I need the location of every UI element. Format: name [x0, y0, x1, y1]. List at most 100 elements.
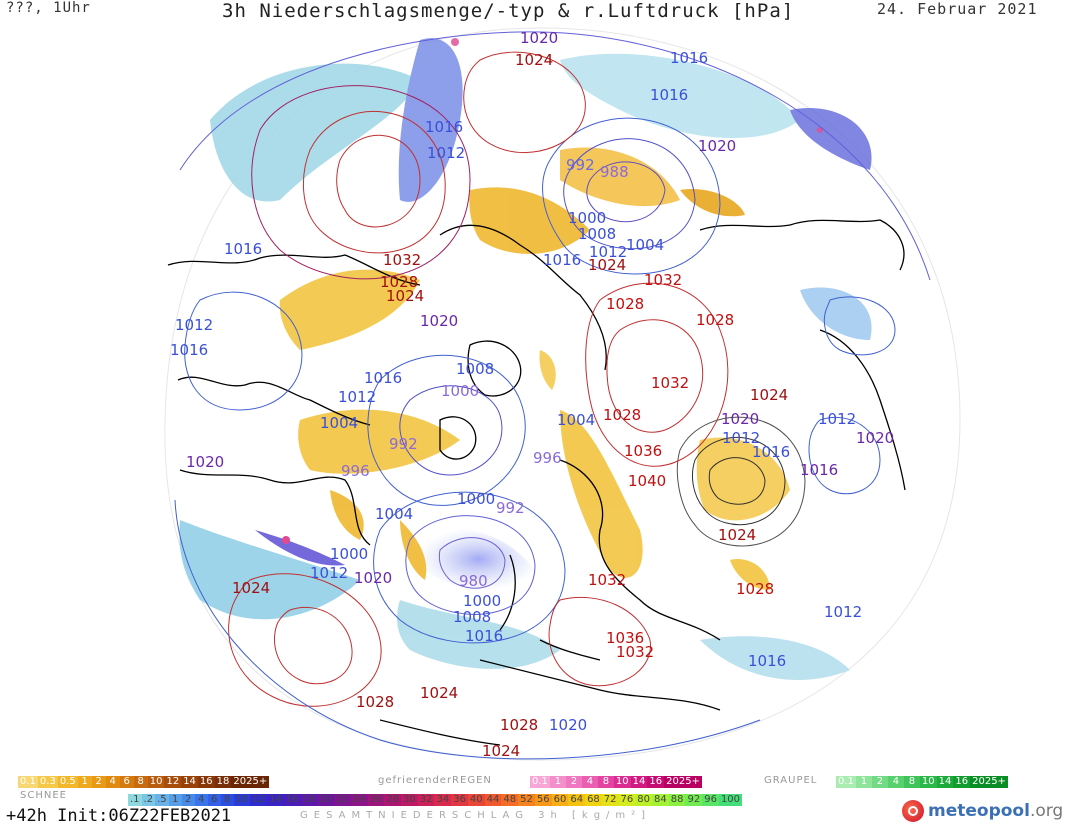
scale-cell: 28 [384, 794, 401, 806]
isobar-label: 1036 [606, 629, 644, 647]
total-precip-label: GESAMTNIEDERSCHLAG 3h [kg/m²] [300, 810, 652, 821]
isobar-label: 1008 [456, 360, 494, 378]
isobar-label: 1000 [457, 490, 495, 508]
isobar-label: 1028 [736, 580, 774, 598]
isobar-label: 1012 [310, 564, 348, 582]
isobar-label: 1012 [818, 410, 856, 428]
isobar-labels: 1020 1016 1024 1016 1016 1012 1020 992 9… [170, 29, 894, 760]
isobar-label: 1024 [515, 51, 553, 69]
isobar-label: 1016 [465, 627, 503, 645]
scale-cell: 52 [518, 794, 535, 806]
isobar-label: 1012 [722, 429, 760, 447]
isobar-label: 996 [533, 449, 562, 467]
isobar-label: 1028 [356, 693, 394, 711]
isobar-label: 1028 [380, 273, 418, 291]
scale-cell: 8 [220, 794, 234, 806]
header-location-time: ???, 1Uhr [6, 0, 91, 16]
isobar-label: 1024 [750, 386, 788, 404]
isobar-label: 1028 [603, 406, 641, 424]
scale-cell: 100 [718, 794, 743, 806]
scale-cell: 56 [534, 794, 552, 806]
isobar-label: 988 [600, 163, 629, 181]
isobar-label: 1024 [420, 684, 458, 702]
isobar-label: 992 [566, 156, 595, 174]
scale-cell: 0.3 [37, 776, 58, 788]
isobar-layer [174, 31, 931, 760]
scale-cell: 1 [855, 776, 872, 788]
scale-cell: 2025+ [970, 776, 1008, 788]
scale-cell: 16 [953, 776, 971, 788]
freezing-rain-scale: 0.1 1 2 4 8 10 14 16 2025+ [530, 776, 702, 788]
snow-label: SCHNEE [20, 790, 67, 801]
scale-cell: 0.1 [18, 776, 38, 788]
isobar-label: 1020 [856, 429, 894, 447]
scale-cell: 18 [214, 776, 232, 788]
scale-cell: 1 [168, 794, 182, 806]
isobar-label: 1012 [427, 144, 465, 162]
isobar-label: 1028 [500, 716, 538, 734]
isobar-label: 1016 [748, 652, 786, 670]
scale-cell: 44 [484, 794, 502, 806]
scale-cell: 4 [105, 776, 120, 788]
isobar-label: 1024 [588, 256, 626, 274]
scale-cell: 14 [181, 776, 198, 788]
scale-cell: 40 [467, 794, 485, 806]
isobar-label: 1016 [425, 118, 463, 136]
isobar-label: 1016 [224, 240, 262, 258]
scale-cell: 64 [568, 794, 586, 806]
scale-cell: 16 [647, 776, 665, 788]
freezing-rain-label: gefrierenderREGEN [378, 775, 492, 786]
scale-cell: 22 [334, 794, 351, 806]
scale-cell: 8 [903, 776, 920, 788]
scale-cell: 4 [194, 794, 208, 806]
scale-cell: 0.1 [836, 776, 856, 788]
isobar-label: 1016 [543, 251, 581, 269]
scale-cell: 60 [551, 794, 569, 806]
isobar-label: 1024 [482, 742, 520, 760]
scale-cell: 32 [417, 794, 435, 806]
isobar-label: 1028 [606, 295, 644, 313]
isobar-label: 1000 [463, 592, 501, 610]
isobar-label: 1020 [186, 453, 224, 471]
logo-main: meteopool [928, 801, 1030, 821]
scale-cell: 26 [367, 794, 385, 806]
scale-cell: 2 [565, 776, 582, 788]
isobar-label: 1016 [800, 461, 838, 479]
isobar-label: 1012 [338, 388, 376, 406]
scale-cell: 10 [147, 776, 165, 788]
scale-cell: 10 [233, 794, 251, 806]
scale-cell: 80 [635, 794, 652, 806]
map-title: 3h Niederschlagsmenge/-typ & r.Luftdruck… [222, 0, 795, 22]
meteopool-logo[interactable]: meteopool.org [902, 800, 1063, 822]
scale-cell: 16 [283, 794, 301, 806]
scale-cell: 1 [77, 776, 92, 788]
isobar-label: 1032 [644, 271, 682, 289]
isobar-label: 1032 [651, 374, 689, 392]
isobar-label: 1004 [375, 505, 413, 523]
isobar-label: 996 [341, 462, 370, 480]
scale-cell: 88 [668, 794, 686, 806]
scale-cell: 36 [451, 794, 468, 806]
graupel-label: GRAUPEL [764, 775, 818, 786]
scale-cell: 84 [652, 794, 669, 806]
isobar-label: 1000 [441, 382, 479, 400]
isobar-label: 1004 [320, 414, 358, 432]
scale-cell: 30 [400, 794, 418, 806]
precipitation-total-layer [179, 38, 872, 680]
scale-cell: 8 [597, 776, 614, 788]
scale-cell: 14 [936, 776, 954, 788]
scale-cell: 1 [549, 776, 566, 788]
isobar-label: 1040 [628, 472, 666, 490]
isobar-label: 1032 [616, 643, 654, 661]
isobar-label: 1000 [568, 209, 606, 227]
scale-cell: 96 [702, 794, 719, 806]
scale-cell: 76 [618, 794, 636, 806]
scale-cell: 16 [197, 776, 215, 788]
isobar-label: 1020 [520, 29, 558, 47]
scale-cell: 12 [250, 794, 268, 806]
isobar-label: 1024 [232, 579, 270, 597]
isobar-label: 1008 [453, 608, 491, 626]
coastline-layer [167, 219, 906, 746]
isobar-label: 1012 [824, 603, 862, 621]
polar-precipitation-map: 1020 1016 1024 1016 1016 1012 1020 992 9… [164, 27, 961, 761]
